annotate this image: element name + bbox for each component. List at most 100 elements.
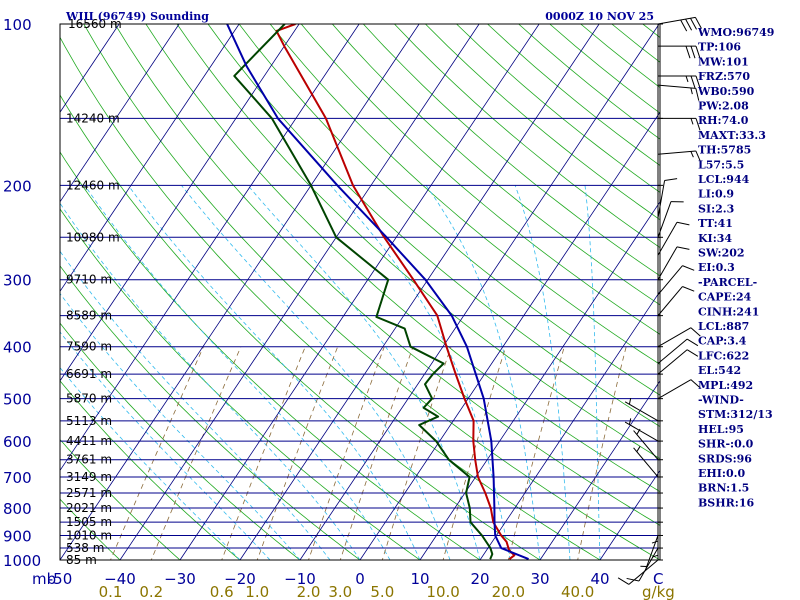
wind-barb (624, 418, 659, 442)
wind-barb (657, 246, 690, 280)
dry-adiabat (363, 24, 660, 277)
height-label: 7590 m (66, 340, 112, 354)
wind-barb (640, 535, 659, 572)
moist-adiabat (181, 185, 451, 560)
index-item: WMO:96749 (697, 26, 774, 39)
temperature-profile (275, 24, 516, 560)
height-label: 538 m (66, 541, 104, 555)
plot-frame (59, 23, 661, 561)
dry-adiabat (269, 24, 660, 365)
height-label: 1505 m (66, 515, 112, 529)
temperature-tick-label: −30 (164, 570, 196, 588)
index-item: STM:312/13 (698, 408, 773, 421)
wind-barb (626, 547, 659, 582)
pressure-tick-label: 800 (3, 500, 32, 518)
index-item: MAXT:33.3 (698, 129, 766, 142)
mixing-ratio-line (221, 346, 306, 560)
dewpoint-profile (233, 24, 494, 560)
dry-adiabat (300, 24, 660, 335)
index-item: SRDS:96 (698, 452, 752, 465)
dry-adiabat (207, 24, 660, 428)
wind-barbs (617, 16, 702, 585)
wind-barb (657, 150, 702, 163)
height-label: 3761 m (66, 453, 112, 467)
index-item: CAP:3.4 (698, 335, 747, 348)
pressure-tick-label: 1000 (3, 552, 41, 570)
dry-adiabat (332, 24, 660, 306)
index-item: FRZ:570 (698, 70, 750, 83)
temperature-tick-label: 20 (470, 570, 489, 588)
mixing-ratio-unit-label: g/kg (642, 583, 675, 600)
wind-barb (657, 286, 695, 316)
dry-adiabat (114, 24, 660, 526)
wind-barb (657, 349, 699, 375)
pressure-tick-label: 500 (3, 391, 32, 409)
index-item: EI:0.3 (698, 261, 735, 274)
index-item: CAPE:24 (698, 291, 752, 304)
isotherm (539, 380, 660, 560)
index-item: RH:74.0 (698, 114, 749, 127)
height-label: 14240 m (66, 111, 120, 125)
temperature-unit-label: C (653, 570, 663, 588)
temperature-tick-label: 40 (590, 570, 609, 588)
index-item: HEL:95 (698, 423, 744, 436)
pressure-tick-label: 900 (3, 527, 32, 545)
mixing-ratio-label: 20.0 (492, 583, 525, 600)
index-item: SW:202 (698, 247, 745, 260)
index-item: L57:5.5 (698, 158, 744, 171)
isotherm (119, 24, 480, 560)
height-label: 6691 m (66, 367, 112, 381)
index-item: LCL:944 (698, 173, 750, 186)
wind-barb (617, 559, 659, 585)
mixing-ratio-line (150, 346, 242, 560)
index-item: LFC:622 (698, 349, 749, 362)
index-item: LI:0.9 (698, 188, 734, 201)
height-label: 5113 m (66, 414, 112, 428)
dry-adiabat (60, 36, 601, 560)
isotherm (299, 24, 660, 560)
isotherm (60, 24, 240, 293)
dry-adiabat (60, 208, 421, 560)
dry-adiabat (60, 498, 121, 560)
mixing-ratio-line (442, 346, 507, 560)
mixing-ratio-line (339, 346, 414, 560)
index-item: EHI:0.0 (698, 467, 745, 480)
wind-barb (657, 84, 700, 101)
index-item: TH:5785 (698, 144, 751, 157)
mixing-ratio-label: 2.0 (297, 583, 321, 600)
height-label: 5870 m (66, 392, 112, 406)
pressure-tick-label: 300 (3, 272, 32, 290)
temperature-tick-label: 30 (530, 570, 549, 588)
wind-barb (658, 75, 701, 89)
dry-adiabat (238, 24, 660, 396)
moist-adiabat (584, 185, 601, 560)
grid-layer (60, 24, 660, 560)
pressure-tick-label: 200 (3, 177, 32, 195)
mixing-ratio-line (110, 346, 204, 560)
isotherm (359, 111, 660, 560)
wind-barb (624, 398, 659, 422)
moist-adiabat (247, 185, 481, 560)
wind-barb (657, 338, 699, 364)
height-label: 10980 m (66, 230, 120, 244)
station-title: WIII (96749) Sounding (65, 10, 209, 23)
mixing-ratio-label: 0.6 (210, 583, 234, 600)
mixing-ratio-label: 0.2 (139, 583, 163, 600)
moist-adiabat (60, 331, 271, 560)
index-item: PW:2.08 (698, 100, 749, 113)
moist-adiabat (84, 185, 391, 560)
temperature-tick-label: −40 (104, 570, 136, 588)
wind-barb (657, 221, 690, 256)
wind-barb (657, 327, 701, 348)
isotherm (419, 201, 660, 560)
time-title: 0000Z 10 NOV 25 (545, 10, 654, 23)
isotherm (239, 24, 600, 560)
height-label: 1010 m (66, 528, 112, 542)
mixing-ratio-line (577, 346, 627, 560)
height-label: 3149 m (66, 470, 112, 484)
dry-adiabat (60, 438, 181, 560)
pressure-tick-label: 100 (3, 16, 32, 34)
